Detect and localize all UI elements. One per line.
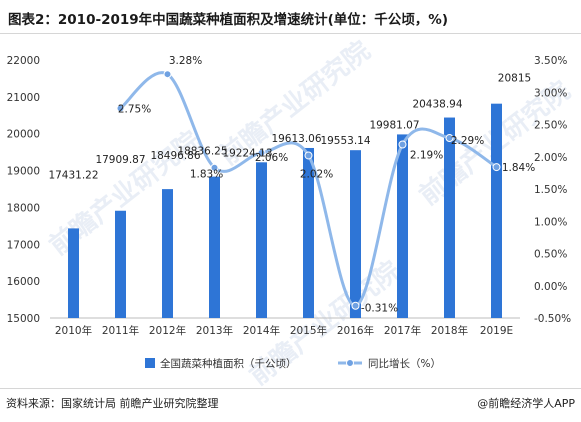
bar [350,150,361,318]
x-tick-label: 2017年 [384,324,421,337]
growth-marker [492,163,501,172]
growth-value-label: 3.28% [169,55,202,67]
bar-value-label: 17431.22 [48,169,98,181]
bar [444,117,455,318]
growth-marker [210,163,219,172]
y-right-tick-label: 3.50% [534,55,567,67]
growth-marker [351,301,360,310]
growth-value-label: 2.75% [118,103,151,115]
y-right-tick-label: -0.50% [534,313,571,325]
y-left-tick-label: 17000 [7,239,40,251]
y-right-tick-label: 0.00% [534,281,567,293]
y-left-tick-label: 19000 [7,166,40,178]
line-series [116,70,501,310]
x-tick-label: 2016年 [337,324,374,337]
y-left-tick-label: 22000 [7,55,40,67]
growth-value-label: 2.06% [255,152,288,164]
bar-value-label: 19613.06 [271,133,321,145]
y-right-tick-label: 1.00% [534,216,567,228]
growth-value-label: 2.02% [300,168,333,180]
growth-line [119,71,498,308]
bar [397,134,408,318]
x-tick-label: 2013年 [196,324,233,337]
x-tick-label: 2012年 [149,324,186,337]
bar [303,147,314,318]
chart-legend: 全国蔬菜种植面积（千公顷） 同比增长（%） [145,357,441,370]
bar-value-label: 20815 [498,73,531,85]
growth-marker [304,151,313,160]
bar [256,162,267,318]
growth-value-label: 1.83% [190,169,223,181]
chart-title: 图表2：2010-2019年中国蔬菜种植面积及增速统计(单位：千公顷，%) [8,12,449,28]
bar [115,210,126,318]
growth-value-label: -0.31% [361,303,398,315]
growth-value-label: 1.84% [502,162,535,174]
bar-value-label: 19981.07 [369,119,419,131]
y-left-tick-label: 21000 [7,92,40,104]
bar [162,189,173,318]
bar-value-label: 20438.94 [412,99,462,111]
footer-divider [0,388,581,389]
growth-marker [257,148,266,157]
bar-value-label: 17909.87 [95,154,145,166]
growth-marker [445,134,454,143]
source-note: 资料来源：国家统计局 前瞻产业研究院整理 [6,397,219,410]
growth-marker [116,104,125,113]
bar-value-label: 18836.25 [177,146,227,158]
legend-label-line: 同比增长（%） [368,357,441,370]
y-right-tick-label: 2.00% [534,152,567,164]
legend-label-bar: 全国蔬菜种植面积（千公顷） [160,357,297,370]
y-right-tick-label: 1.50% [534,184,567,196]
y-left-tick-label: 15000 [7,313,40,325]
x-tick-label: 2019E [480,325,513,337]
y-right-tick-label: 3.00% [534,87,567,99]
growth-value-label: 2.19% [410,149,443,161]
legend-marker-line [346,359,354,367]
bar [209,176,220,318]
bar-value-label: 19224.13 [222,147,272,159]
legend-swatch-bar [145,358,155,368]
chart-axes: 15000 16000 17000 18000 19000 20000 21000 22000… [7,55,572,337]
y-left-tick-label: 16000 [7,276,40,288]
x-tick-label: 2018年 [431,324,468,337]
bar-series [68,103,502,318]
growth-value-label: 2.29% [451,135,484,147]
x-tick-label: 2014年 [243,324,280,337]
y-left-tick-label: 18000 [7,202,40,214]
y-right-tick-label: 0.50% [534,249,567,261]
y-left-tick-label: 20000 [7,129,40,141]
x-tick-label: 2015年 [290,324,327,337]
x-tick-label: 2010年 [55,324,92,337]
bar [491,103,502,318]
bar [68,228,79,318]
data-labels: 17431.22 17909.87 18496.8618836.2519224.13… [48,55,535,315]
title-divider [0,33,581,34]
brand-credit: @前瞻经济学人APP [477,397,575,410]
bar-value-label: 19553.14 [320,135,370,147]
x-tick-label: 2011年 [102,324,139,337]
growth-marker [163,70,172,79]
y-right-tick-label: 2.50% [534,120,567,132]
growth-marker [398,140,407,149]
bar-value-label: 18496.86 [150,150,200,162]
